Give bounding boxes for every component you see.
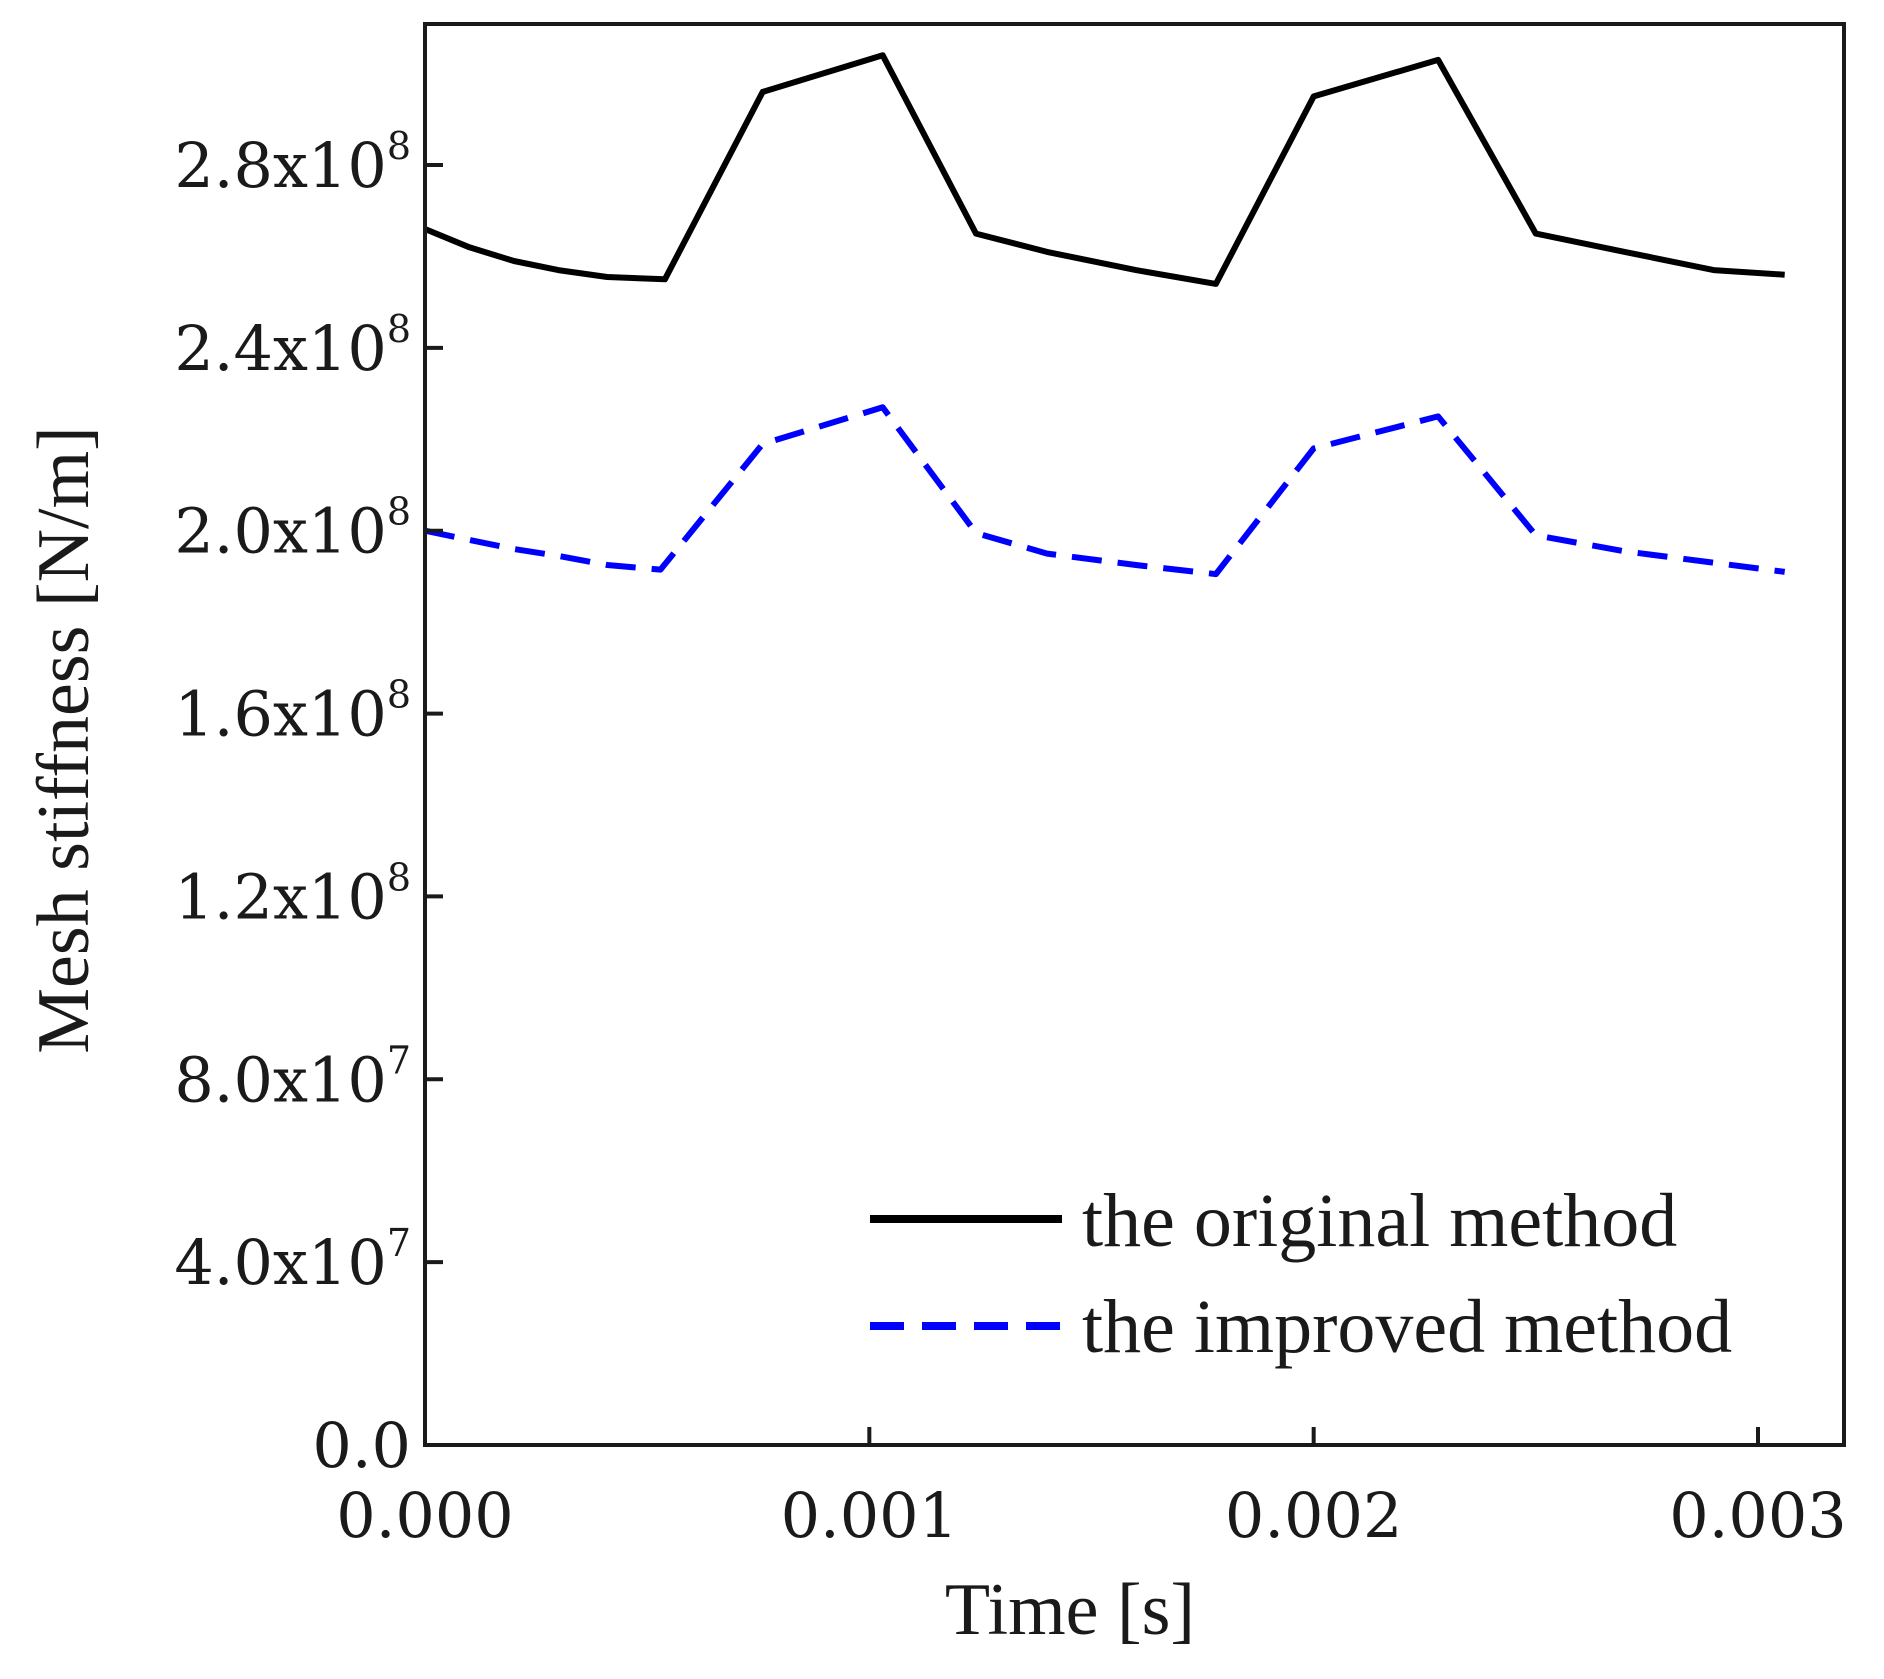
y-tick-mantissa: 8.0x10 — [174, 1043, 386, 1116]
y-tick-label: 1.6x108 — [174, 673, 411, 751]
series-line-original-method — [423, 52, 1785, 287]
y-axis-title: Mesh stiffness [N/m] — [23, 426, 105, 1054]
plot-frame — [423, 22, 1846, 1447]
legend-label-original: the original method — [1082, 1179, 1677, 1263]
x-tick-label: 0.002 — [1225, 1479, 1403, 1552]
y-tick-exponent: 8 — [387, 307, 411, 351]
y-tick-mantissa: 2.0x10 — [174, 495, 386, 568]
y-tick-mantissa: 1.2x10 — [174, 860, 386, 933]
x-tick-label: 0.003 — [1669, 1479, 1847, 1552]
y-tick-label: 2.0x108 — [174, 490, 411, 568]
y-tick-exponent: 7 — [387, 1038, 411, 1082]
y-tick-label: 2.4x108 — [174, 307, 411, 385]
y-tick-label: 0.0 — [312, 1409, 411, 1482]
y-tick-exponent: 8 — [387, 855, 411, 899]
y-tick-exponent: 8 — [387, 673, 411, 717]
y-tick-mantissa: 0.0 — [312, 1409, 411, 1482]
x-axis-title: Time [s] — [945, 1569, 1195, 1651]
legend-label-improved: the improved method — [1082, 1285, 1732, 1369]
y-tick-mantissa: 4.0x10 — [174, 1226, 386, 1299]
y-tick-label: 8.0x107 — [174, 1038, 411, 1116]
y-tick-mantissa: 2.4x10 — [174, 312, 386, 385]
y-tick-label: 4.0x107 — [174, 1221, 411, 1299]
legend: the original method the improved method — [870, 1179, 1732, 1369]
y-tick-exponent: 7 — [387, 1221, 411, 1265]
series-layer — [423, 52, 1786, 578]
x-tick-label: 0.000 — [336, 1479, 514, 1552]
y-tick-exponent: 8 — [387, 124, 411, 168]
x-axis: 0.000 0.001 0.002 0.003 — [336, 1427, 1847, 1552]
x-tick-label: 0.001 — [781, 1479, 959, 1552]
y-axis: 0.04.0x1078.0x1071.2x1081.6x1082.0x1082.… — [174, 124, 443, 1482]
series-line-improved-method — [424, 404, 1786, 578]
y-tick-mantissa: 1.6x10 — [174, 678, 386, 751]
y-tick-label: 2.8x108 — [174, 124, 411, 202]
y-tick-exponent: 8 — [387, 490, 411, 534]
y-tick-mantissa: 2.8x10 — [174, 129, 386, 202]
y-tick-label: 1.2x108 — [174, 855, 411, 933]
